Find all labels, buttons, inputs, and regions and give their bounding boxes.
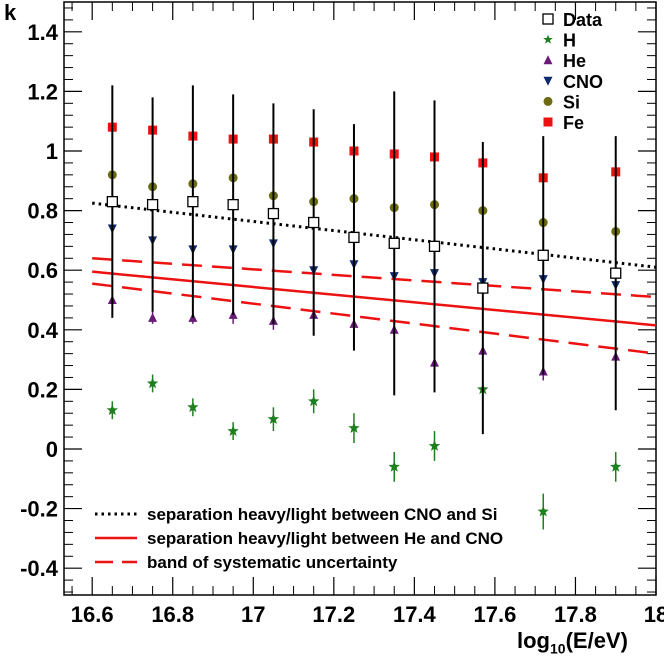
point-h bbox=[187, 401, 199, 413]
point-h bbox=[267, 413, 280, 424]
x-tick-label: 17.2 bbox=[312, 602, 355, 627]
line-separation-heavy-light-between-cno-and-si bbox=[92, 201, 657, 269]
x-axis-label: log10(E/eV) bbox=[517, 628, 628, 656]
point-data bbox=[537, 249, 549, 261]
point-data bbox=[146, 198, 159, 211]
y-tick-label: 0 bbox=[46, 437, 58, 462]
legend-label-si: Si bbox=[563, 92, 580, 112]
point-h bbox=[388, 460, 400, 472]
x-tick-label: 16.8 bbox=[151, 602, 194, 627]
legend-entry-h: H bbox=[543, 31, 576, 51]
legend-entry-he: He bbox=[543, 51, 586, 71]
y-tick-label: 0.2 bbox=[27, 377, 58, 402]
point-data bbox=[227, 198, 239, 211]
legend-line-label: band of systematic uncertainty bbox=[147, 553, 398, 572]
plot-frame bbox=[63, 1, 657, 596]
x-axis-label-main: log bbox=[517, 628, 550, 653]
point-data bbox=[477, 282, 489, 294]
point-data bbox=[106, 196, 118, 208]
y-tick-label: -0.4 bbox=[20, 556, 59, 581]
legend-label-fe: Fe bbox=[563, 113, 584, 133]
legend-entry-cno: CNO bbox=[543, 72, 603, 92]
legend-marker-si bbox=[543, 96, 553, 106]
x-tick-label: 16.6 bbox=[71, 602, 114, 627]
legend-marker-cno bbox=[543, 76, 553, 86]
point-h bbox=[428, 440, 441, 451]
legend-line-entry-separation-heavy-light-between-he-and-cno: separation heavy/light between He and CN… bbox=[95, 529, 503, 548]
legend-label-data: Data bbox=[563, 10, 603, 30]
point-data bbox=[267, 207, 280, 220]
legend-line-label: separation heavy/light between He and CN… bbox=[147, 529, 503, 548]
legend-marker-he bbox=[543, 55, 553, 65]
line-separation-heavy-light-between-he-and-cno bbox=[92, 270, 657, 327]
point-data bbox=[428, 240, 441, 253]
y-tick-label: 0.4 bbox=[27, 318, 58, 343]
point-data bbox=[348, 231, 360, 244]
point-data bbox=[308, 216, 320, 229]
point-data bbox=[610, 267, 622, 279]
line-band-dashed-lower bbox=[92, 282, 657, 355]
y-tick-label: 0.8 bbox=[27, 199, 58, 224]
legend-marker-fe bbox=[543, 117, 553, 127]
point-h bbox=[610, 460, 622, 472]
data-points bbox=[106, 85, 622, 530]
y-tick-label: 1.4 bbox=[27, 20, 58, 45]
x-tick-label: 17.6 bbox=[473, 602, 516, 627]
series-data bbox=[106, 85, 622, 435]
separation-lines bbox=[92, 201, 657, 355]
point-h bbox=[537, 505, 549, 517]
legend-marker-data bbox=[542, 13, 554, 25]
x-tick-label: 17.8 bbox=[554, 602, 597, 627]
x-axis-label-rest: (E/eV) bbox=[565, 628, 628, 653]
legend-label-he: He bbox=[563, 51, 586, 71]
legend-line-entry-band-of-systematic-uncertainty: band of systematic uncertainty bbox=[95, 553, 398, 572]
y-tick-label: -0.2 bbox=[20, 497, 58, 522]
plot-border bbox=[63, 1, 657, 596]
legend-entry-si: Si bbox=[543, 92, 580, 112]
line-band-of-systematic-uncertainty bbox=[92, 257, 657, 299]
legend-line-entry-separation-heavy-light-between-cno-and-si: separation heavy/light between CNO and S… bbox=[95, 505, 497, 524]
point-h bbox=[348, 422, 360, 433]
point-data bbox=[388, 237, 400, 250]
axes: 16.6 16.8 17 17.2 17.4 17.6 17.8 18 -0.4 -0.2 0 0.2… bbox=[20, 2, 664, 627]
legend-entry-data: Data bbox=[542, 10, 603, 30]
point-h bbox=[146, 377, 159, 389]
x-tick-label: 17 bbox=[241, 602, 265, 627]
legend-label-h: H bbox=[563, 31, 576, 51]
point-data bbox=[187, 196, 199, 208]
y-axis-label: k bbox=[4, 0, 17, 25]
x-tick-label: 17.4 bbox=[393, 602, 437, 627]
y-tick-label: 0.6 bbox=[27, 258, 58, 283]
legend-label-cno: CNO bbox=[563, 72, 603, 92]
x-axis-label-sub: 10 bbox=[550, 640, 566, 657]
legend-marker-h bbox=[543, 34, 553, 44]
y-tick-label: 1 bbox=[46, 139, 58, 164]
legend-line-label: separation heavy/light between CNO and S… bbox=[147, 505, 497, 524]
point-h bbox=[106, 404, 118, 416]
y-tick-label: 1.2 bbox=[27, 79, 58, 104]
point-h bbox=[227, 425, 239, 436]
legend-entry-fe: Fe bbox=[543, 113, 584, 133]
point-h bbox=[308, 395, 320, 407]
x-tick-label: 18 bbox=[644, 602, 664, 627]
point-he bbox=[148, 312, 158, 322]
